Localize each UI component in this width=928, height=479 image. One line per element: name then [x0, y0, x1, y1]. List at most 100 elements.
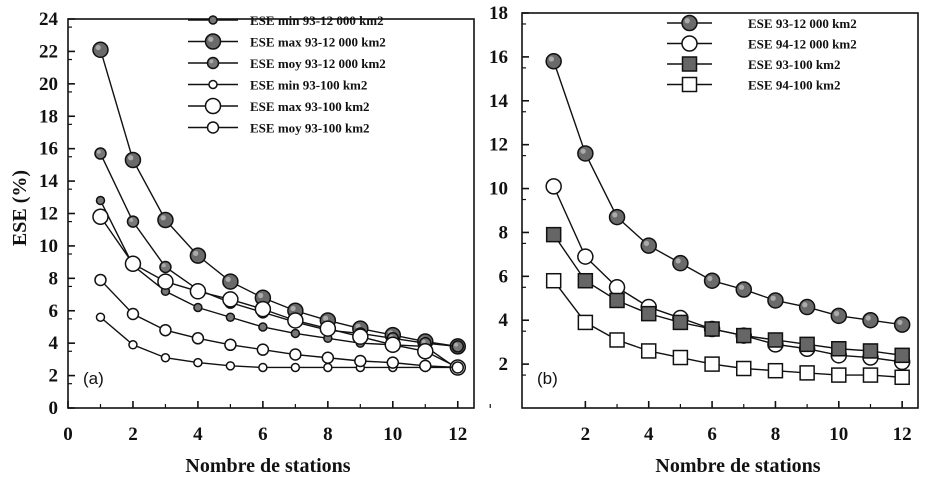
panel-b: 2 4 6 8 10 12 14 16 18 2 4 6 8 10 12 ESE 93-12 000 km2 E… — [489, 3, 919, 477]
legend-label-a-2: ESE moy 93-12 000 km2 — [250, 56, 386, 71]
y-axis-title-a: ESE (%) — [9, 170, 31, 246]
series-point-a-1-5-shade — [258, 292, 264, 299]
series-point-b-0-8-shade — [802, 302, 808, 308]
y-tick-label-a-10: 20 — [39, 74, 58, 95]
y-tick-label-b-0: 2 — [499, 354, 509, 375]
series-point-b-0-3-shade — [643, 240, 650, 246]
series-point-b-2-8 — [799, 336, 815, 353]
legend-marker-b-0 — [681, 14, 698, 32]
y-tick-label-a-11: 22 — [39, 41, 58, 62]
series-point-a-4-2 — [157, 273, 174, 290]
series-point-b-0-4 — [672, 254, 689, 272]
x-tick-label-a-3: 6 — [258, 424, 268, 445]
series-point-b-0-10 — [862, 311, 879, 329]
legend-marker-a-5 — [206, 121, 220, 134]
series-point-a-1-3 — [189, 247, 207, 264]
legend-marker-b-3 — [681, 76, 698, 93]
series-point-b-3-0 — [545, 272, 562, 289]
series-point-b-0-2-shade — [612, 212, 618, 218]
series-point-b-3-5 — [704, 356, 720, 372]
series-point-b-3-9 — [831, 367, 847, 383]
x-tick-label-b-4: 10 — [829, 424, 848, 445]
y-tick-label-b-6: 14 — [489, 91, 509, 112]
legend-label-b-1: ESE 94-12 000 km2 — [748, 37, 857, 52]
series-point-a-0-3 — [193, 302, 203, 313]
series-point-a-4-10 — [417, 343, 434, 360]
series-point-a-5-3 — [191, 332, 205, 345]
legend-label-b-3: ESE 94-100 km2 — [748, 78, 840, 93]
series-point-a-4-4 — [222, 291, 239, 308]
series-point-b-0-0 — [545, 53, 562, 70]
series-point-a-0-6 — [290, 328, 301, 339]
y-tick-label-b-3: 8 — [499, 222, 509, 243]
series-point-a-4-9 — [384, 336, 402, 354]
series-point-b-0-8 — [798, 298, 816, 316]
series-point-a-1-0-shade — [95, 44, 101, 51]
series-point-a-5-2 — [159, 323, 172, 337]
legend-marker-b-2 — [681, 56, 698, 72]
series-point-a-3-0 — [95, 312, 106, 322]
series-point-b-3-7 — [767, 362, 784, 379]
series-point-a-3-2 — [160, 353, 171, 363]
series-point-b-0-4-shade — [675, 258, 681, 264]
series-point-a-2-0-shade — [96, 149, 101, 154]
legend-label-a-4: ESE max 93-100 km2 — [250, 99, 370, 114]
legend-label-a-0: ESE min 93-12 000 km2 — [250, 13, 384, 28]
series-point-b-2-10 — [862, 343, 879, 359]
plot-frame-b — [521, 12, 919, 409]
series-point-b-0-1-shade — [580, 148, 586, 154]
series-point-b-2-9 — [831, 341, 847, 357]
y-tick-label-a-5: 10 — [39, 236, 58, 257]
series-line-b-3 — [553, 280, 903, 378]
series-point-b-3-4 — [672, 349, 689, 366]
x-tick-label-b-0: 2 — [581, 424, 591, 445]
series-line-a-2 — [99, 153, 458, 348]
series-point-b-0-1 — [577, 145, 594, 162]
series-point-b-0-9-shade — [833, 310, 840, 317]
y-tick-label-b-4: 10 — [489, 179, 508, 200]
y-tick-label-b-2: 6 — [499, 266, 509, 287]
series-point-b-2-6 — [736, 327, 752, 344]
series-point-a-1-7-shade — [322, 315, 329, 321]
y-tick-label-a-4: 8 — [49, 268, 59, 289]
x-tick-label-a-2: 4 — [193, 424, 203, 445]
series-point-a-0-4 — [225, 312, 236, 322]
legend-marker-a-2-shade — [209, 59, 214, 64]
series-point-a-2-1-shade — [129, 218, 134, 222]
series-point-b-0-5 — [703, 272, 721, 289]
x-tick-label-a-6: 12 — [448, 424, 467, 445]
series-point-b-0-5-shade — [707, 275, 713, 282]
series-point-b-2-11 — [894, 347, 910, 364]
series-point-a-2-10-shade — [421, 339, 426, 344]
series-point-a-1-0 — [92, 41, 109, 59]
series-line-a-1 — [99, 49, 458, 348]
series-point-a-5-1 — [126, 307, 140, 321]
y-tick-label-a-8: 16 — [39, 139, 58, 160]
series-point-a-4-8 — [352, 328, 369, 345]
series-point-a-1-3-shade — [193, 250, 199, 257]
y-tick-label-a-9: 18 — [39, 106, 58, 127]
series-point-a-4-1 — [124, 255, 142, 272]
series-point-a-5-7 — [321, 351, 335, 365]
series-point-b-1-1 — [577, 248, 594, 265]
series-line-b-0 — [553, 61, 903, 326]
series-point-a-2-11-shade — [454, 342, 459, 347]
series-line-a-5 — [99, 279, 458, 369]
series-point-a-0-5 — [258, 322, 268, 332]
series-point-b-1-0 — [545, 178, 562, 195]
series-point-a-1-4-shade — [225, 276, 231, 282]
legend-marker-a-0 — [208, 15, 218, 25]
series-point-a-2-11 — [451, 340, 465, 353]
series-point-b-3-10 — [862, 367, 879, 383]
series-point-a-3-7 — [323, 362, 333, 373]
series-point-a-1-1-shade — [128, 155, 134, 161]
x-axis-title-a: Nombre de stations — [185, 455, 350, 477]
plot-area-b: 2 4 6 8 10 12 14 16 18 2 4 6 8 10 12 ESE 93-12 000 km2 E… — [489, 3, 919, 445]
series-point-a-5-4 — [224, 338, 237, 352]
series-point-b-2-0 — [545, 226, 562, 243]
x-tick-label-b-1: 4 — [644, 424, 654, 445]
series-point-a-4-7 — [319, 320, 337, 337]
y-tick-label-a-7: 14 — [39, 171, 59, 192]
